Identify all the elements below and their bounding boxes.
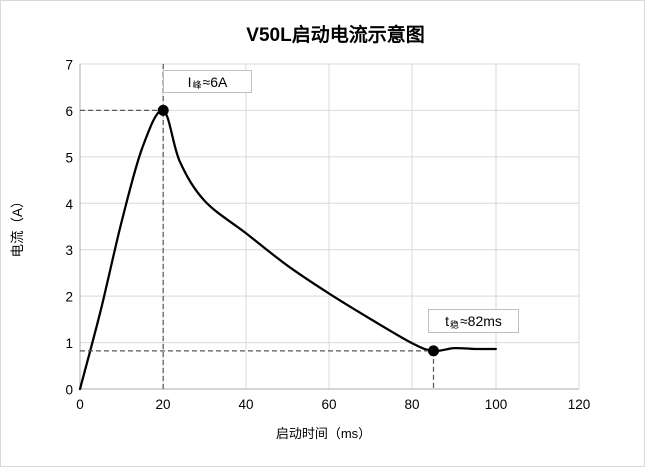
svg-text:0: 0: [76, 397, 84, 412]
svg-text:120: 120: [568, 397, 591, 412]
svg-text:40: 40: [238, 397, 253, 412]
svg-text:20: 20: [155, 397, 170, 412]
svg-text:1: 1: [65, 336, 73, 351]
svg-text:4: 4: [65, 197, 73, 212]
svg-text:100: 100: [485, 397, 508, 412]
svg-text:80: 80: [404, 397, 419, 412]
svg-text:7: 7: [65, 58, 73, 73]
svg-text:5: 5: [65, 150, 73, 165]
svg-text:2: 2: [65, 290, 73, 305]
svg-text:0: 0: [65, 383, 73, 398]
svg-text:6: 6: [65, 104, 73, 119]
svg-text:60: 60: [321, 397, 336, 412]
svg-text:3: 3: [65, 243, 73, 258]
